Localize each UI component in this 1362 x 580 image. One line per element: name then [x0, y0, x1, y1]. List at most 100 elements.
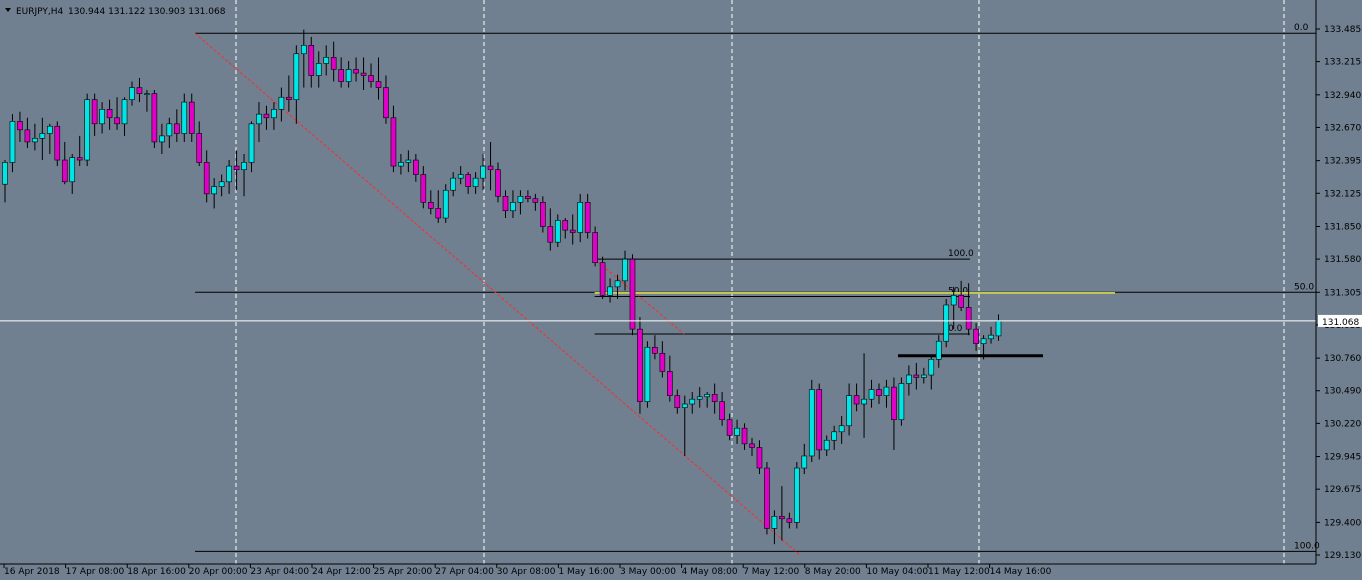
- candle-body: [76, 157, 83, 161]
- x-tick-label: 14 May 16:00: [990, 567, 1052, 577]
- x-tick-label: 10 May 04:00: [866, 567, 928, 577]
- candle-body: [375, 81, 382, 88]
- trendline[interactable]: [194, 32, 801, 556]
- candle-body: [450, 177, 457, 191]
- candle-body: [659, 352, 666, 372]
- x-tick-label: 24 Apr 12:00: [312, 567, 371, 577]
- candle-body: [622, 258, 628, 282]
- x-tick-label: 23 Apr 04:00: [250, 567, 309, 577]
- candle-body: [786, 518, 793, 523]
- candle-body: [614, 280, 621, 288]
- candle-body: [99, 109, 105, 125]
- candle-body: [599, 262, 606, 296]
- candle-body: [300, 45, 307, 55]
- x-tick-label: 20 Apr 00:00: [189, 567, 248, 577]
- candle-body: [726, 419, 733, 436]
- candle-body: [61, 159, 68, 183]
- candle-body: [696, 396, 703, 400]
- x-tick-label: 7 May 12:00: [743, 567, 799, 577]
- candle-body: [435, 208, 442, 219]
- candle-body: [218, 181, 225, 187]
- fib-b-50-label: 50.0: [948, 287, 968, 297]
- candle-body: [502, 195, 509, 212]
- x-tick-label: 8 May 20:00: [805, 567, 861, 577]
- candle-body: [779, 516, 785, 520]
- candle-body: [756, 447, 763, 469]
- y-tick-label: 130.490: [1324, 387, 1361, 397]
- y-tick-label: 133.485: [1324, 25, 1361, 35]
- candle-body: [629, 258, 636, 330]
- candle-body: [652, 346, 658, 354]
- y-tick-label: 132.670: [1324, 123, 1361, 133]
- candle-body: [554, 220, 561, 243]
- candle-body: [584, 202, 591, 233]
- candle-body: [846, 395, 852, 427]
- y-tick-label: 129.130: [1324, 551, 1361, 561]
- candle-body: [487, 165, 494, 171]
- candle-body: [532, 198, 539, 203]
- candle-body: [980, 338, 987, 344]
- candle-body: [54, 125, 61, 161]
- y-tick-label: 132.125: [1324, 189, 1361, 199]
- symbol-label: EURJPY,H4: [16, 7, 64, 17]
- y-tick-label: 131.305: [1324, 288, 1361, 298]
- candle-body: [84, 99, 90, 161]
- candle-body: [943, 304, 950, 342]
- candle-body: [771, 516, 778, 529]
- y-tick-label: 130.220: [1324, 419, 1361, 429]
- candle-body: [794, 467, 800, 523]
- candle-body: [764, 467, 770, 529]
- fibonacci-lines[interactable]: 0.0 50.0 100.0 100.0 50.0 0.0: [195, 23, 1320, 552]
- candle-body: [891, 386, 897, 421]
- fib-a-0-label: 0.0: [1294, 23, 1309, 33]
- candle-body: [681, 403, 688, 408]
- candle-body: [525, 195, 531, 199]
- y-tick-label: 131.850: [1324, 222, 1361, 232]
- x-tick-label: 4 May 08:00: [682, 567, 738, 577]
- candle-body: [398, 162, 404, 167]
- current-price-label: 131.068: [1322, 318, 1359, 328]
- candle-body: [988, 334, 994, 340]
- candle-body: [472, 177, 479, 187]
- x-tick-label: 3 May 00:00: [620, 567, 676, 577]
- candle-body: [876, 389, 882, 396]
- candle-body: [427, 202, 434, 209]
- fib-b-trendline[interactable]: [594, 258, 685, 335]
- candle-body: [263, 113, 270, 119]
- candle-body: [159, 135, 165, 143]
- candle-body: [174, 123, 180, 134]
- candle-body: [181, 101, 188, 134]
- candle-body: [906, 374, 912, 384]
- candle-body: [868, 389, 875, 400]
- candle-body: [711, 394, 718, 402]
- current-price-tag: 131.068: [1318, 314, 1362, 328]
- y-tick-label: 129.945: [1324, 453, 1361, 463]
- candle-body: [913, 374, 920, 378]
- candle-body: [808, 389, 815, 457]
- candle-body: [233, 165, 240, 171]
- candle-body: [577, 202, 583, 233]
- y-tick-label: 132.940: [1324, 91, 1361, 101]
- y-tick-label: 133.215: [1324, 58, 1361, 68]
- candle-body: [144, 93, 150, 95]
- candle-body: [547, 226, 554, 243]
- candle-body: [106, 109, 113, 119]
- y-tick-label: 132.395: [1324, 157, 1361, 167]
- candle-body: [308, 45, 315, 76]
- candle-body: [129, 87, 135, 100]
- candle-body: [278, 96, 285, 110]
- fib-b-100-label: 100.0: [948, 249, 974, 259]
- symbol-header[interactable]: EURJPY,H4 130.944 131.122 130.903 131.06…: [5, 7, 226, 17]
- candle-body: [248, 123, 255, 163]
- y-tick-label: 129.400: [1324, 518, 1361, 528]
- candle-body: [32, 138, 38, 143]
- candle-body: [704, 394, 710, 398]
- candle-body: [853, 395, 860, 405]
- vertical-gridlines: [235, 0, 1285, 564]
- candle-body: [121, 99, 128, 125]
- chevron-down-icon[interactable]: [5, 8, 11, 12]
- x-tick-label: 16 Apr 2018: [4, 567, 60, 577]
- candle-body: [271, 109, 277, 119]
- candle-body: [838, 425, 845, 433]
